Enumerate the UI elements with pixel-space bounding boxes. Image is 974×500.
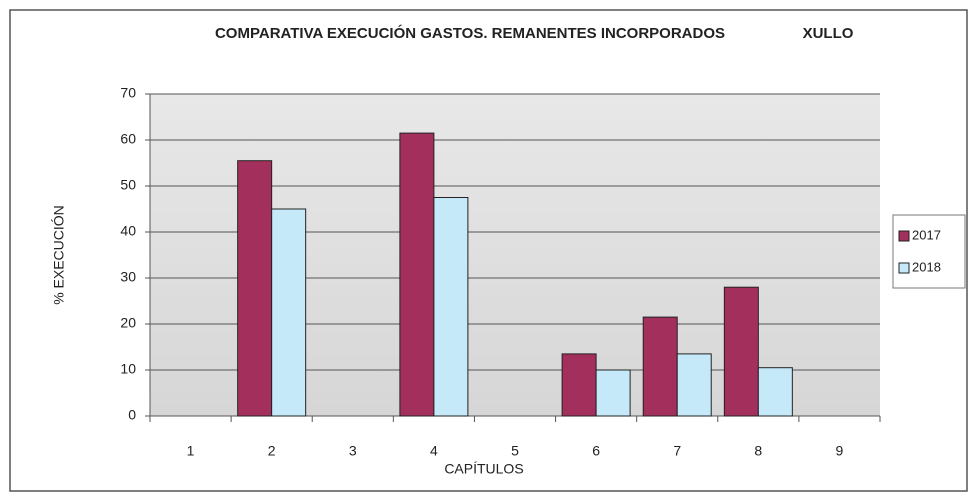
bar — [757, 367, 793, 417]
legend-label: 2018 — [912, 259, 941, 274]
y-tick-label: 50 — [120, 177, 136, 193]
chart-subtitle: XULLO — [803, 25, 854, 42]
bar — [271, 208, 307, 417]
bar — [723, 286, 759, 417]
legend-swatch — [898, 262, 910, 274]
legend-label: 2017 — [912, 227, 941, 242]
x-tick-label: 7 — [673, 443, 681, 459]
y-tick-label: 60 — [120, 131, 136, 147]
x-tick-label: 5 — [511, 443, 519, 459]
chart-title: COMPARATIVA EXECUCIÓN GASTOS. REMANENTES… — [215, 24, 725, 42]
y-tick-label: 0 — [128, 407, 136, 423]
y-tick-label: 10 — [120, 361, 136, 377]
x-tick-label: 4 — [430, 443, 438, 459]
bar — [561, 353, 597, 417]
bar — [433, 197, 469, 417]
legend-swatch — [898, 230, 910, 242]
x-tick-label: 3 — [349, 443, 357, 459]
legend-box — [892, 214, 966, 289]
bar — [237, 160, 273, 417]
y-tick-label: 30 — [120, 269, 136, 285]
bar — [399, 132, 435, 417]
x-tick-label: 8 — [754, 443, 762, 459]
x-tick-label: 9 — [836, 443, 844, 459]
x-tick-label: 2 — [268, 443, 276, 459]
y-tick-label: 70 — [120, 85, 136, 101]
bar — [676, 353, 712, 417]
y-tick-label: 40 — [120, 223, 136, 239]
bar — [595, 369, 631, 417]
x-tick-label: 1 — [187, 443, 195, 459]
y-axis-label: % EXECUCIÓN — [51, 205, 67, 305]
y-tick-label: 20 — [120, 315, 136, 331]
bar — [642, 316, 678, 417]
x-tick-label: 6 — [592, 443, 600, 459]
x-axis-label: CAPÍTULOS — [444, 461, 523, 477]
